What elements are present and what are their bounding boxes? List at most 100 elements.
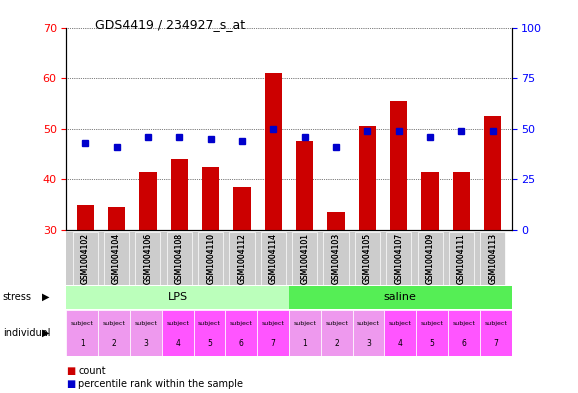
Text: GSM1004103: GSM1004103: [332, 233, 340, 284]
Text: subject: subject: [421, 321, 443, 326]
Text: subject: subject: [198, 321, 221, 326]
Text: GSM1004112: GSM1004112: [238, 233, 246, 284]
Text: LPS: LPS: [168, 292, 188, 302]
Bar: [66, 310, 98, 356]
Text: GSM1004105: GSM1004105: [363, 233, 372, 284]
Bar: [324, 232, 349, 285]
Text: GSM1004101: GSM1004101: [300, 233, 309, 284]
Bar: [417, 232, 443, 285]
Bar: [265, 73, 282, 230]
Text: 7: 7: [271, 338, 276, 347]
Bar: [449, 232, 474, 285]
Text: GSM1004107: GSM1004107: [394, 233, 403, 284]
Bar: [453, 172, 470, 230]
Bar: [289, 286, 512, 309]
Text: 2: 2: [112, 338, 117, 347]
Bar: [390, 101, 407, 230]
Text: GSM1004107: GSM1004107: [394, 233, 403, 284]
Bar: [384, 310, 416, 356]
Text: 5: 5: [207, 338, 212, 347]
Bar: [108, 207, 125, 230]
Bar: [289, 310, 321, 356]
Bar: [194, 310, 225, 356]
Text: subject: subject: [453, 321, 475, 326]
Text: ■: ■: [66, 379, 76, 389]
Text: GSM1004108: GSM1004108: [175, 233, 184, 284]
Bar: [359, 126, 376, 230]
Text: ■: ■: [66, 366, 76, 376]
Bar: [130, 310, 162, 356]
Text: GSM1004111: GSM1004111: [457, 233, 466, 284]
Text: subject: subject: [166, 321, 189, 326]
Text: subject: subject: [357, 321, 380, 326]
Text: 3: 3: [366, 338, 371, 347]
Bar: [139, 172, 157, 230]
Bar: [135, 232, 161, 285]
Text: GSM1004104: GSM1004104: [112, 233, 121, 284]
Text: subject: subject: [135, 321, 157, 326]
Bar: [480, 232, 505, 285]
Text: GSM1004108: GSM1004108: [175, 233, 184, 284]
Text: subject: subject: [103, 321, 125, 326]
Text: 1: 1: [80, 338, 85, 347]
Bar: [167, 232, 192, 285]
Text: GSM1004104: GSM1004104: [112, 233, 121, 284]
Bar: [202, 167, 219, 230]
Text: individual: individual: [3, 328, 50, 338]
Bar: [321, 310, 353, 356]
Text: count: count: [78, 366, 106, 376]
Bar: [162, 310, 194, 356]
Text: GSM1004110: GSM1004110: [206, 233, 215, 284]
Bar: [104, 232, 129, 285]
Bar: [448, 310, 480, 356]
Text: GSM1004105: GSM1004105: [363, 233, 372, 284]
Text: saline: saline: [384, 292, 417, 302]
Bar: [416, 310, 448, 356]
Text: subject: subject: [294, 321, 316, 326]
Text: subject: subject: [230, 321, 253, 326]
Bar: [296, 141, 313, 230]
Text: stress: stress: [3, 292, 32, 302]
Bar: [98, 310, 130, 356]
Bar: [73, 232, 98, 285]
Text: subject: subject: [262, 321, 284, 326]
Bar: [257, 310, 289, 356]
Text: 4: 4: [398, 338, 403, 347]
Text: 3: 3: [143, 338, 149, 347]
Bar: [292, 232, 317, 285]
Text: GSM1004109: GSM1004109: [425, 233, 435, 284]
Bar: [386, 232, 411, 285]
Text: GSM1004106: GSM1004106: [143, 233, 153, 284]
Bar: [66, 286, 289, 309]
Text: GSM1004113: GSM1004113: [488, 233, 497, 284]
Text: GSM1004111: GSM1004111: [457, 233, 466, 284]
Text: GSM1004101: GSM1004101: [300, 233, 309, 284]
Bar: [355, 232, 380, 285]
Bar: [77, 205, 94, 230]
Bar: [225, 310, 257, 356]
Bar: [171, 159, 188, 230]
Text: percentile rank within the sample: percentile rank within the sample: [78, 379, 243, 389]
Text: 2: 2: [334, 338, 339, 347]
Text: 4: 4: [175, 338, 180, 347]
Text: GSM1004112: GSM1004112: [238, 233, 246, 284]
Bar: [421, 172, 439, 230]
Text: 1: 1: [302, 338, 307, 347]
Bar: [480, 310, 512, 356]
Bar: [353, 310, 384, 356]
Text: GSM1004114: GSM1004114: [269, 233, 278, 284]
Text: GSM1004106: GSM1004106: [143, 233, 153, 284]
Bar: [327, 212, 344, 230]
Text: subject: subject: [389, 321, 412, 326]
Text: 7: 7: [493, 338, 498, 347]
Text: subject: subject: [325, 321, 348, 326]
Text: ▶: ▶: [42, 292, 49, 302]
Bar: [261, 232, 286, 285]
Text: 5: 5: [429, 338, 435, 347]
Text: GSM1004113: GSM1004113: [488, 233, 497, 284]
Text: subject: subject: [71, 321, 94, 326]
Text: GSM1004109: GSM1004109: [425, 233, 435, 284]
Text: 6: 6: [461, 338, 466, 347]
Text: GSM1004114: GSM1004114: [269, 233, 278, 284]
Text: subject: subject: [484, 321, 507, 326]
